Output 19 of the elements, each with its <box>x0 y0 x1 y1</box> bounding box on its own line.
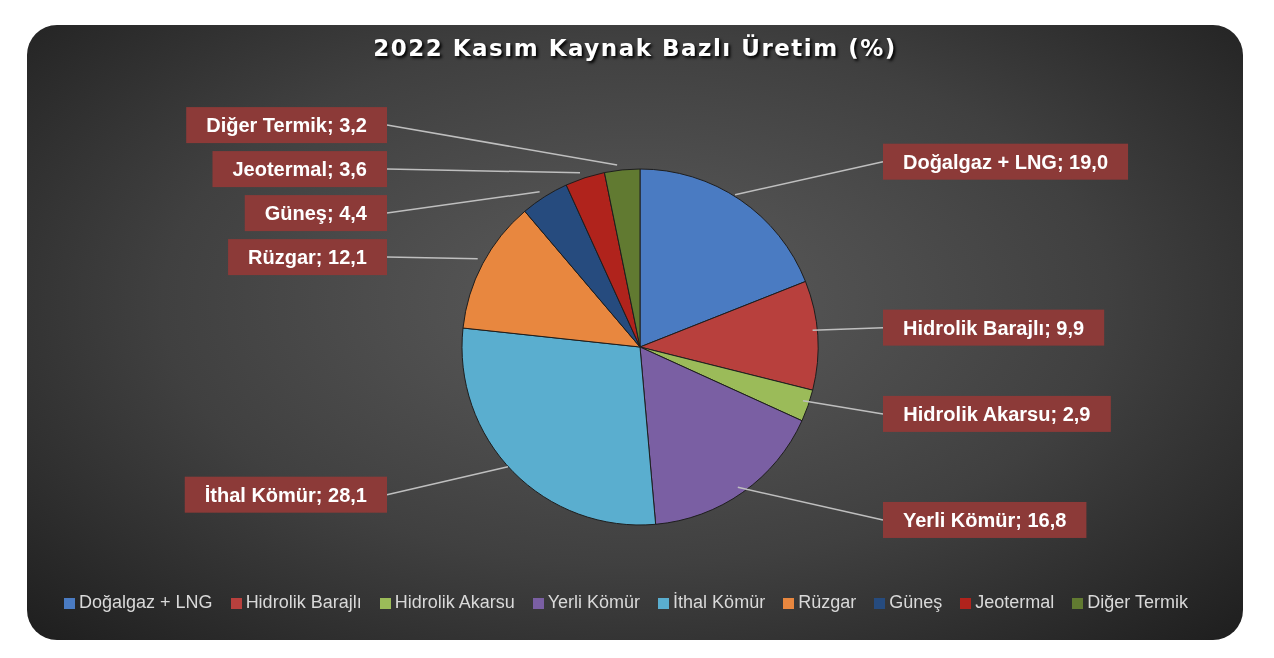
legend-label: Yerli Kömür <box>547 592 641 612</box>
legend-label: Doğalgaz + LNG <box>79 592 213 612</box>
chart-title: 2022 Kasım Kaynak Bazlı Üretim (%) <box>372 33 898 63</box>
data-label: Doğalgaz + LNG; 19,0 <box>902 150 1109 173</box>
data-label: Jeotermal; 3,6 <box>232 158 367 181</box>
legend-label: Jeotermal <box>975 592 1055 612</box>
data-label: Güneş; 4,4 <box>264 202 368 225</box>
legend-label: Hidrolik Barajlı <box>245 592 362 612</box>
data-label: Yerli Kömür; 16,8 <box>903 508 1067 531</box>
legend-label: İthal Kömür <box>673 592 766 612</box>
data-label: Hidrolik Barajlı; 9,9 <box>903 316 1085 339</box>
data-label: Diğer Termik; 3,2 <box>206 114 368 137</box>
legend-label: Diğer Termik <box>1087 592 1188 612</box>
legend-label: Rüzgar <box>798 592 857 612</box>
legend-label: Hidrolik Akarsu <box>394 592 515 612</box>
data-label: İthal Kömür; 28,1 <box>204 483 367 506</box>
data-label: Hidrolik Akarsu; 2,9 <box>903 402 1091 425</box>
data-label: Rüzgar; 12,1 <box>248 246 368 269</box>
legend-label: Güneş <box>889 592 943 612</box>
